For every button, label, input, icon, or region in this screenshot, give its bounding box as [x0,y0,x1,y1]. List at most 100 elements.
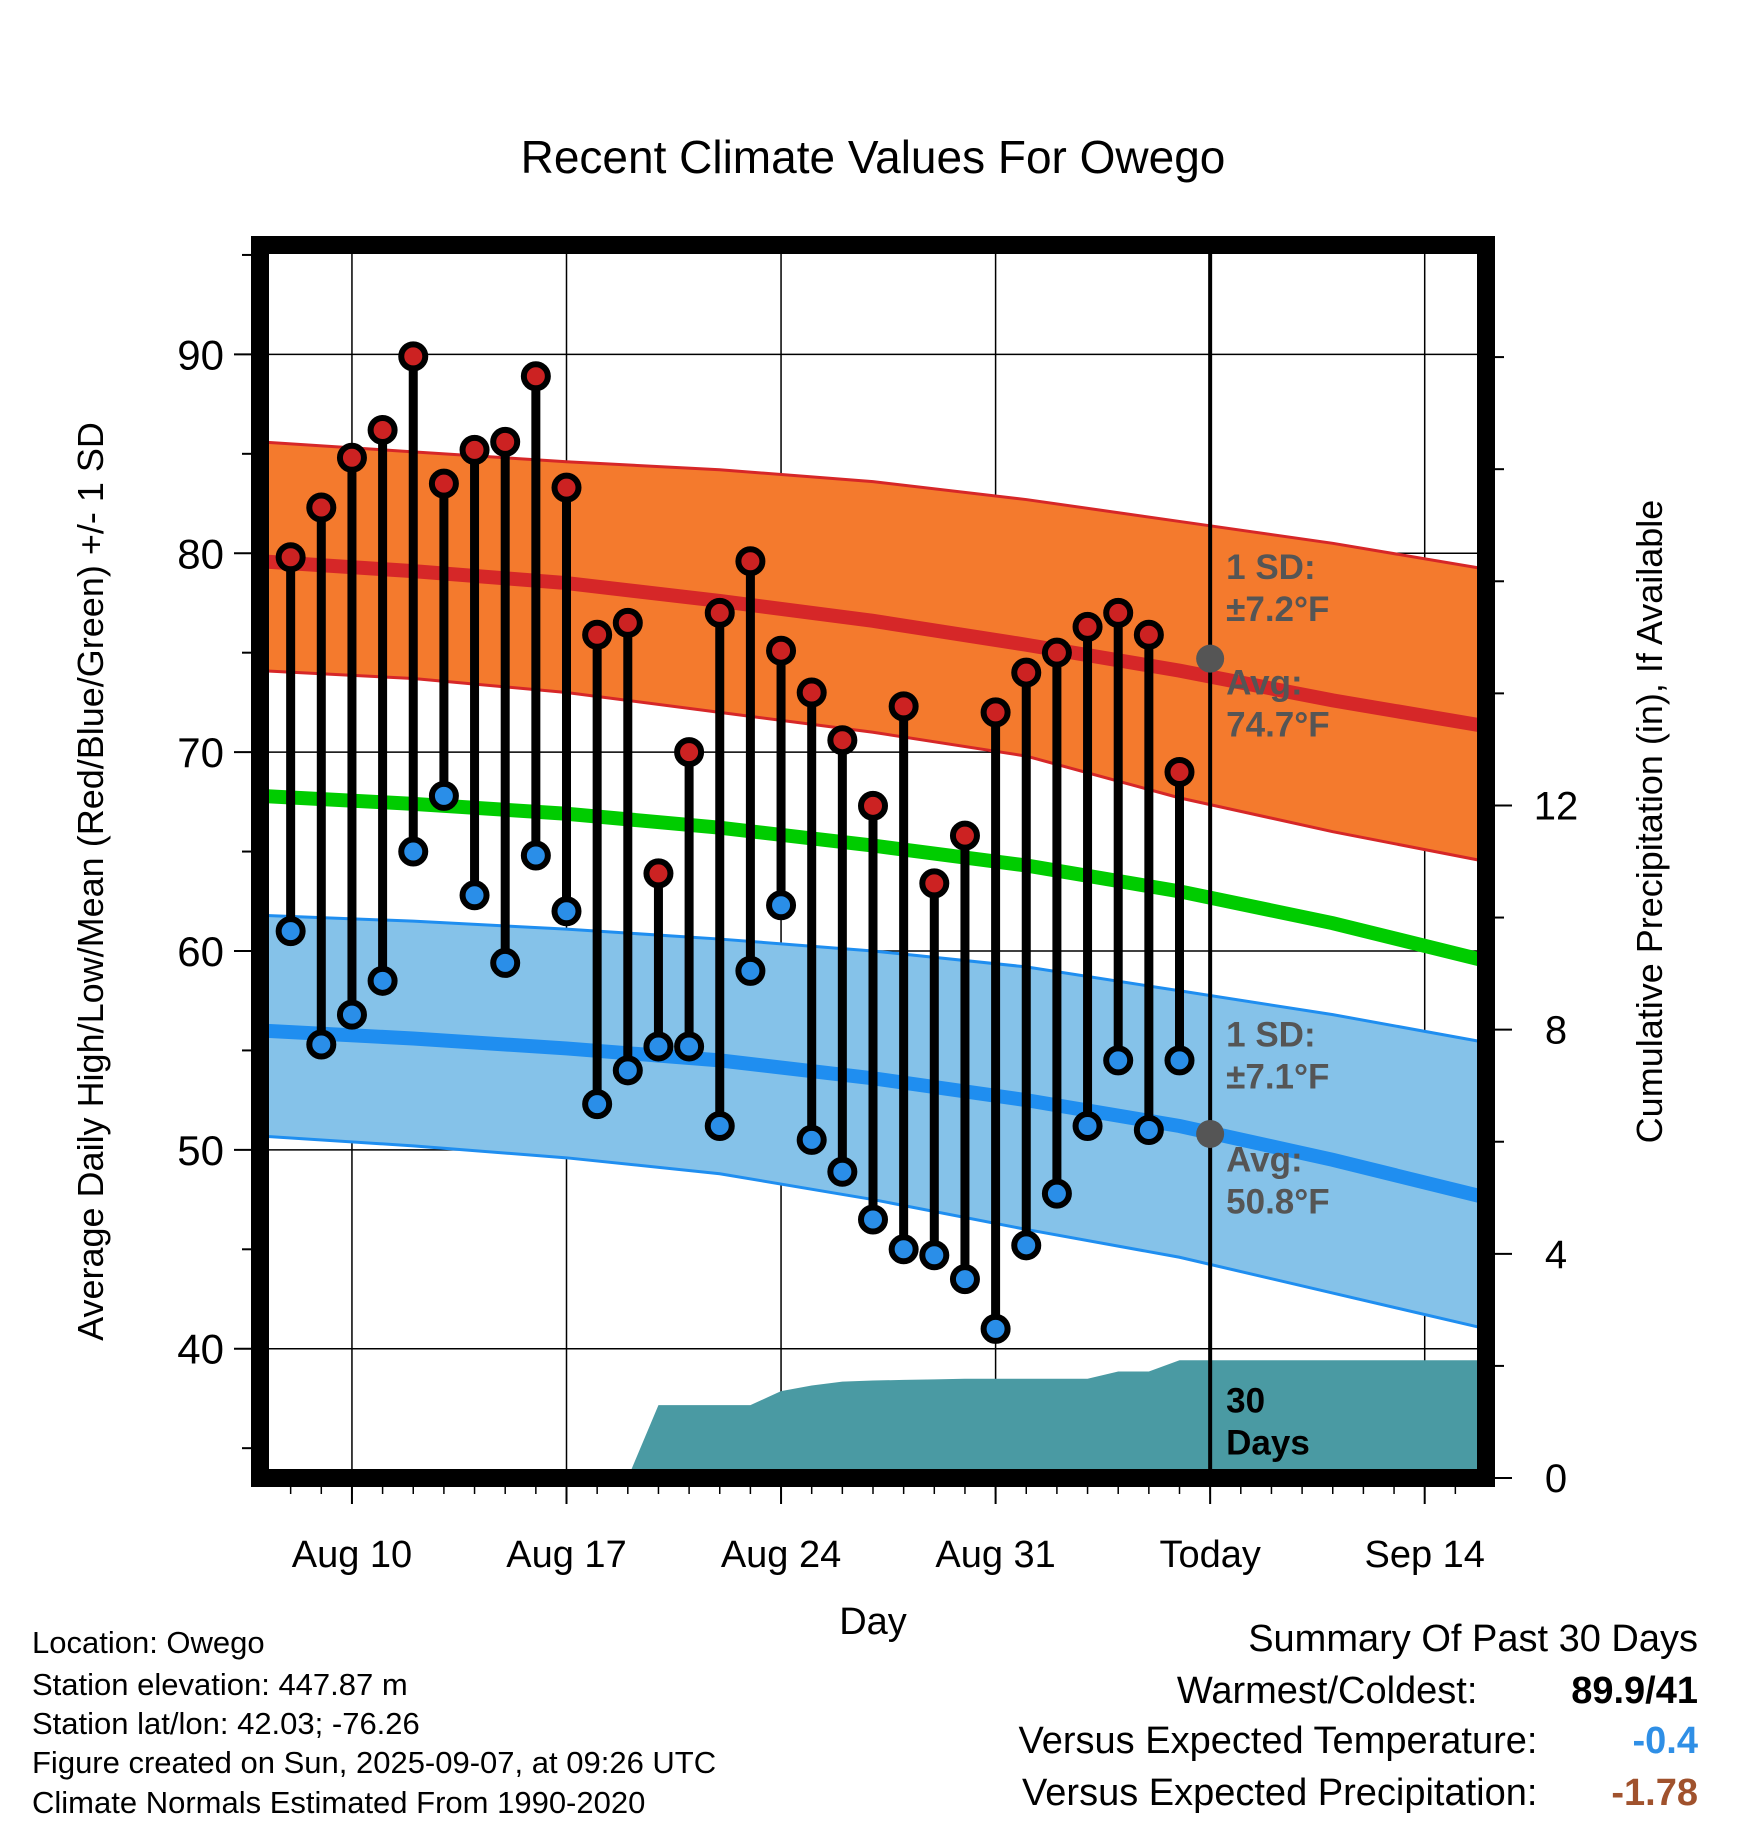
info-latlon: Station lat/lon: 42.03; -76.26 [32,1706,420,1741]
obs-high-point [735,546,766,577]
observations [275,341,1195,1344]
y2-tick-label: 0 [1545,1457,1567,1501]
y-axis-label: Average Daily High/Low/Mean (Red/Blue/Gr… [70,422,111,1341]
obs-high-point [1072,611,1103,642]
low-sd-annotation: 1 SD: [1226,1015,1315,1054]
summary-warm-cold-value: 89.9/41 [1571,1670,1698,1712]
obs-low-point [551,896,582,927]
high-avg-annotation: 74.7°F [1226,705,1330,744]
y2-tick-label: 4 [1545,1233,1567,1277]
y-tick-label: 50 [177,1127,224,1174]
obs-high-point [949,820,980,851]
obs-high-point [428,468,459,499]
x-tick-label: Aug 31 [935,1534,1055,1576]
low-avg-annotation: 50.8°F [1226,1183,1330,1222]
plot-border [251,236,1495,1487]
summary-temperature-value: -0.4 [1632,1720,1698,1762]
info-normals: Climate Normals Estimated From 1990-2020 [32,1785,646,1820]
obs-low-point [796,1124,827,1155]
x-tick-label: Sep 14 [1364,1534,1484,1576]
axes: Recent Climate Values For Owego405060708… [70,131,1670,1643]
high-sd-annotation: ±7.2°F [1226,590,1329,629]
obs-high-point [674,737,705,768]
obs-low-point [674,1031,705,1062]
obs-high-point [1133,619,1164,650]
obs-high-point [919,868,950,899]
obs-high-point [582,619,613,650]
obs-high-point [551,472,582,503]
low-sd-annotation: ±7.1°F [1226,1057,1329,1096]
obs-high-point [827,725,858,756]
high-avg-annotation: Avg: [1226,663,1302,702]
y-tick-label: 60 [177,928,224,975]
obs-high-point [643,858,674,889]
obs-high-point [520,361,551,392]
obs-low-point [888,1234,919,1265]
y-tick-label: 70 [177,729,224,776]
obs-low-point [612,1055,643,1086]
info-location: Location: Owego [32,1625,265,1660]
obs-low-point [398,836,429,867]
y2-tick-label: 12 [1534,784,1579,828]
y2-axis-label: Cumulative Precipitation (in), If Availa… [1629,500,1670,1144]
obs-low-point [336,999,367,1030]
obs-low-point [1103,1045,1134,1076]
obs-low-point [735,955,766,986]
x-tick-label: Today [1159,1534,1260,1576]
high-sd-annotation: 1 SD: [1226,548,1315,587]
normal-high-line [259,554,1488,734]
obs-low-point [1133,1114,1164,1145]
summary-temperature: Versus Expected Temperature: -0.4 [1019,1720,1698,1763]
summary-warm-cold-label: Warmest/Coldest: [1176,1670,1478,1712]
obs-low-point [428,780,459,811]
cumulative-precip-area [627,1360,1486,1478]
obs-low-point [858,1204,888,1235]
obs-high-point [459,434,490,465]
obs-high-point [1164,757,1195,788]
y2-tick-label: 8 [1545,1009,1567,1053]
obs-high-point [490,426,521,457]
y-tick-label: 40 [177,1326,224,1373]
obs-high-point [888,691,919,722]
obs-low-point [766,890,797,921]
obs-high-point [367,414,398,445]
obs-high-point [796,677,827,708]
obs-low-point [704,1110,735,1141]
obs-high-point [336,442,367,473]
obs-low-point [643,1031,674,1062]
obs-high-point [612,607,643,638]
obs-low-point [520,840,551,871]
window-annotation: 30 [1226,1381,1265,1420]
obs-low-point [827,1156,858,1187]
window-annotation: Days [1226,1423,1310,1462]
x-tick-label: Aug 17 [506,1534,626,1576]
obs-low-point [1011,1230,1042,1261]
plot-frame [251,236,1495,1487]
info-elevation: Station elevation: 447.87 m [32,1667,408,1702]
obs-low-point [1164,1045,1195,1076]
high-band-lower-edge [259,669,1487,863]
obs-high-point [766,635,797,666]
summary-title: Summary Of Past 30 Days [1248,1618,1698,1660]
obs-low-point [949,1264,980,1295]
x-tick-label: Aug 10 [292,1534,412,1576]
obs-high-point [1103,597,1134,628]
obs-high-point [306,492,337,523]
x-axis-label: Day [839,1601,907,1643]
obs-high-point [398,341,429,372]
obs-low-point [1072,1110,1103,1141]
summary-precipitation-label: Versus Expected Precipitation: [1022,1772,1538,1814]
obs-low-point [980,1313,1011,1344]
summary-precipitation-value: -1.78 [1611,1772,1698,1814]
today-high-avg-point [1196,644,1225,673]
obs-high-point [1041,637,1072,668]
chart-title: Recent Climate Values For Owego [521,131,1226,183]
x-tick-label: Aug 24 [721,1534,841,1576]
obs-high-point [858,790,888,821]
info-created: Figure created on Sun, 2025-09-07, at 09… [32,1745,717,1780]
precipitation-area [627,1360,1486,1478]
obs-low-point [490,947,521,978]
summary-precipitation: Versus Expected Precipitation: -1.78 [1022,1772,1698,1815]
obs-high-point [980,697,1011,728]
